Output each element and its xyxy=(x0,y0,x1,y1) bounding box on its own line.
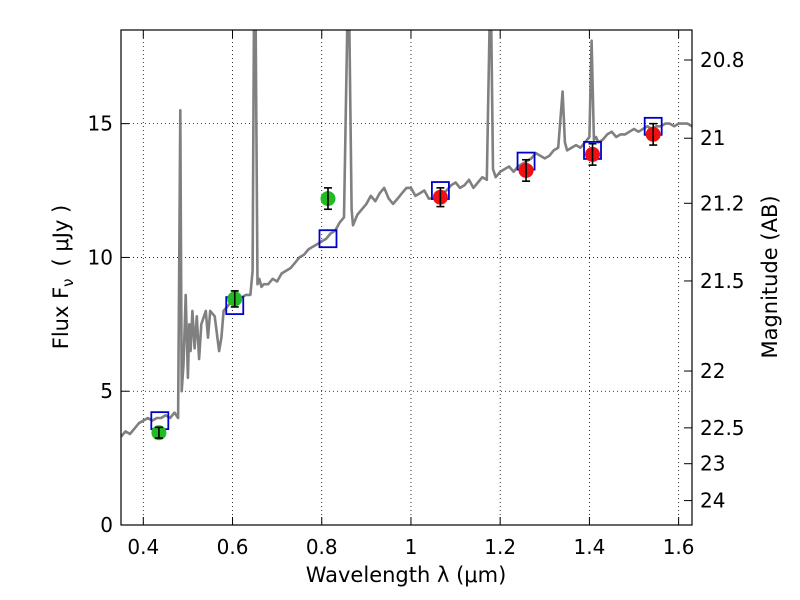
y-axis-label-main: Flux F xyxy=(49,287,73,349)
mag-tick-label: 20.8 xyxy=(700,48,745,72)
mag-tick-label: 21.5 xyxy=(700,269,745,293)
mag-tick-label: 22 xyxy=(700,359,725,383)
mag-tick-label: 21 xyxy=(700,126,725,150)
mag-tick-label: 21.2 xyxy=(700,191,745,215)
spectrum-line xyxy=(121,30,692,438)
photometry-markers xyxy=(150,116,663,441)
y-axis-label-subscript: ν xyxy=(59,278,77,286)
x-tick-label: 1.6 xyxy=(663,535,695,559)
y-tick-label: 0 xyxy=(100,513,113,537)
y-axis-label-unit: ( μJy ) xyxy=(49,205,73,267)
x-tick-label: 0.4 xyxy=(127,535,159,559)
mag-tick-label: 23 xyxy=(700,452,725,476)
y-tick-label: 5 xyxy=(100,379,113,403)
grid-lines xyxy=(121,30,692,526)
plot-area xyxy=(121,30,692,438)
x-tick-label: 1.2 xyxy=(484,535,516,559)
x-axis-label: Wavelength λ (μm) xyxy=(306,563,507,587)
x-tick-label: 0.6 xyxy=(217,535,249,559)
mag-tick-label: 22.5 xyxy=(700,416,745,440)
mag-tick-label: 24 xyxy=(700,489,725,513)
y-tick-label: 10 xyxy=(88,245,113,269)
x-tick-label: 0.8 xyxy=(306,535,338,559)
y-axis-label: Flux Fν ( μJy ) xyxy=(49,205,77,350)
x-tick-label: 1 xyxy=(405,535,418,559)
x-tick-label: 1.4 xyxy=(573,535,605,559)
y-tick-label: 15 xyxy=(88,112,113,136)
plot-frame xyxy=(120,29,693,526)
y2-axis-label: Magnitude (AB) xyxy=(758,195,782,358)
model-photometry-square xyxy=(318,229,338,249)
axis-ticks: 0.4 0.6 0.8 1 1.2 1.4 1.6 0 5 10 15 20.8 21 21.2 21.5 2… xyxy=(88,30,745,559)
